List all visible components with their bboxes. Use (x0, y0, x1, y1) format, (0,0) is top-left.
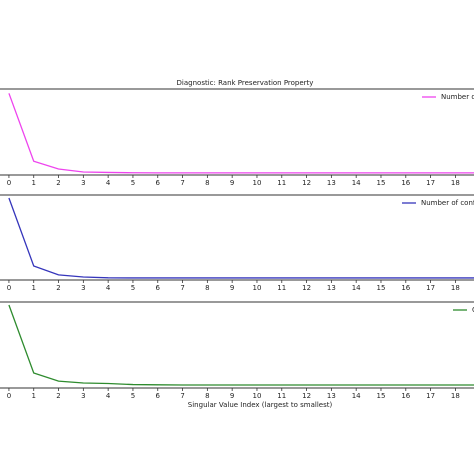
x-tick-label: 14 (352, 284, 361, 292)
x-tick-label: 1 (31, 392, 35, 400)
x-tick-label: 10 (253, 179, 262, 187)
x-tick-label: 8 (205, 179, 209, 187)
x-tick-label: 0 (7, 392, 11, 400)
x-tick-label: 3 (81, 179, 85, 187)
x-tick-label: 2 (56, 284, 60, 292)
x-tick-label: 7 (180, 392, 184, 400)
x-tick-label: 18 (451, 179, 460, 187)
x-tick-label: 9 (230, 179, 234, 187)
x-tick-label: 18 (451, 392, 460, 400)
x-tick-label: 0 (7, 179, 11, 187)
x-tick-label: 15 (377, 179, 386, 187)
x-tick-label: 11 (277, 284, 286, 292)
x-tick-label: 12 (302, 392, 311, 400)
x-tick-label: 8 (205, 284, 209, 292)
legend-label: Number of (441, 93, 474, 101)
x-tick-label: 13 (327, 284, 336, 292)
x-tick-label: 13 (327, 392, 336, 400)
x-tick-label: 1 (31, 284, 35, 292)
x-tick-label: 12 (302, 284, 311, 292)
series-line (8, 197, 474, 279)
x-tick-label: 3 (81, 284, 85, 292)
x-tick-label: 7 (180, 284, 184, 292)
x-tick-label: 16 (401, 284, 410, 292)
series-line (8, 304, 474, 386)
x-tick-label: 17 (426, 392, 435, 400)
x-tick-label: 6 (156, 392, 161, 400)
x-axis-label: Singular Value Index (largest to smalles… (188, 401, 333, 409)
x-tick-label: 4 (106, 284, 111, 292)
x-tick-label: 5 (131, 392, 135, 400)
x-tick-label: 1 (31, 179, 35, 187)
x-tick-label: 10 (253, 284, 262, 292)
legend-label: C (472, 306, 474, 314)
x-tick-label: 17 (426, 284, 435, 292)
x-tick-label: 10 (253, 392, 262, 400)
x-tick-label: 3 (81, 392, 85, 400)
x-tick-label: 4 (106, 392, 111, 400)
x-tick-label: 14 (352, 392, 361, 400)
x-tick-label: 13 (327, 179, 336, 187)
x-tick-label: 5 (131, 284, 135, 292)
x-tick-label: 15 (377, 392, 386, 400)
x-tick-label: 12 (302, 179, 311, 187)
x-tick-label: 6 (156, 284, 161, 292)
x-tick-label: 4 (106, 179, 111, 187)
x-tick-label: 11 (277, 179, 286, 187)
x-tick-label: 7 (180, 179, 184, 187)
x-tick-label: 17 (426, 179, 435, 187)
x-tick-label: 9 (230, 284, 234, 292)
x-tick-label: 9 (230, 392, 234, 400)
x-tick-label: 16 (401, 392, 410, 400)
x-tick-label: 16 (401, 179, 410, 187)
chart-title: Diagnostic: Rank Preservation Property (177, 79, 314, 87)
x-tick-label: 2 (56, 179, 60, 187)
x-tick-label: 18 (451, 284, 460, 292)
x-tick-label: 2 (56, 392, 60, 400)
x-tick-label: 15 (377, 284, 386, 292)
x-tick-label: 11 (277, 392, 286, 400)
legend-label: Number of confirm (421, 199, 474, 207)
x-tick-label: 5 (131, 179, 135, 187)
series-line (8, 93, 474, 174)
x-tick-label: 6 (156, 179, 161, 187)
x-tick-label: 8 (205, 392, 209, 400)
x-tick-label: 14 (352, 179, 361, 187)
x-tick-label: 0 (7, 284, 11, 292)
